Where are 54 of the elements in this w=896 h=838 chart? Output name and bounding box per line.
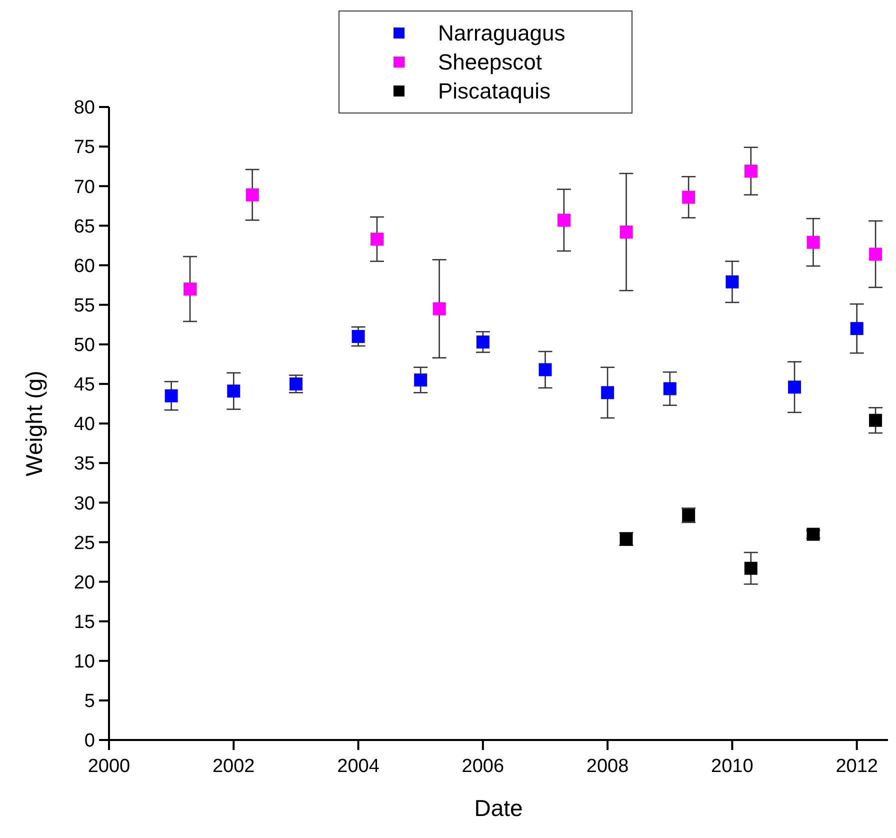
point: [227, 384, 240, 398]
y-tick-label: 10: [74, 652, 95, 673]
point: [744, 164, 758, 178]
point: [850, 322, 864, 336]
point: [414, 373, 428, 386]
y-tick-label: 45: [74, 374, 95, 396]
point: [432, 302, 446, 316]
x-tick-label: 2000: [88, 756, 130, 777]
y-tick-label: 65: [74, 216, 95, 238]
legend-label: Narraguagus: [438, 20, 566, 46]
y-tick-label: 40: [74, 414, 95, 436]
y-tick-label: 15: [74, 612, 95, 633]
x-tick-label: 2002: [212, 756, 255, 777]
y-tick-label: 70: [74, 176, 95, 198]
x-tick-label: 2004: [337, 756, 380, 777]
point: [744, 562, 758, 575]
point: [620, 226, 633, 239]
x-tick-label: 2012: [836, 756, 878, 777]
point: [370, 232, 384, 246]
point: [726, 275, 739, 288]
y-tick-label: 60: [74, 256, 95, 277]
y-axis-title: Weight (g): [21, 370, 47, 476]
point: [788, 380, 802, 394]
legend-label: Sheepscot: [438, 50, 542, 75]
y-tick-label: 35: [74, 454, 95, 475]
x-tick-label: 2008: [586, 756, 629, 777]
point: [164, 389, 178, 402]
point: [246, 188, 259, 202]
y-tick-label: 50: [74, 335, 95, 356]
x-axis-title: Date: [474, 795, 523, 821]
x-tick-label: 2010: [711, 756, 754, 777]
y-tick-label: 25: [74, 532, 95, 554]
point: [601, 386, 614, 400]
point: [682, 190, 696, 204]
y-tick-label: 20: [74, 572, 95, 594]
y-tick-label: 80: [74, 98, 95, 119]
x-tick-label: 2006: [462, 756, 504, 777]
point: [476, 336, 490, 348]
legend-label: Piscataquis: [438, 78, 551, 104]
point: [806, 236, 820, 249]
y-tick-label: 5: [84, 691, 95, 712]
point: [289, 377, 302, 390]
y-tick-label: 55: [74, 295, 95, 316]
y-tick-label: 75: [74, 137, 95, 158]
y-tick-label: 0: [84, 730, 95, 752]
point: [352, 330, 365, 343]
point: [806, 528, 820, 541]
point: [538, 363, 552, 376]
y-tick-label: 30: [74, 493, 95, 514]
point: [663, 382, 676, 396]
point: [869, 248, 882, 261]
point: [557, 214, 570, 227]
point: [869, 414, 882, 427]
point: [184, 282, 197, 296]
